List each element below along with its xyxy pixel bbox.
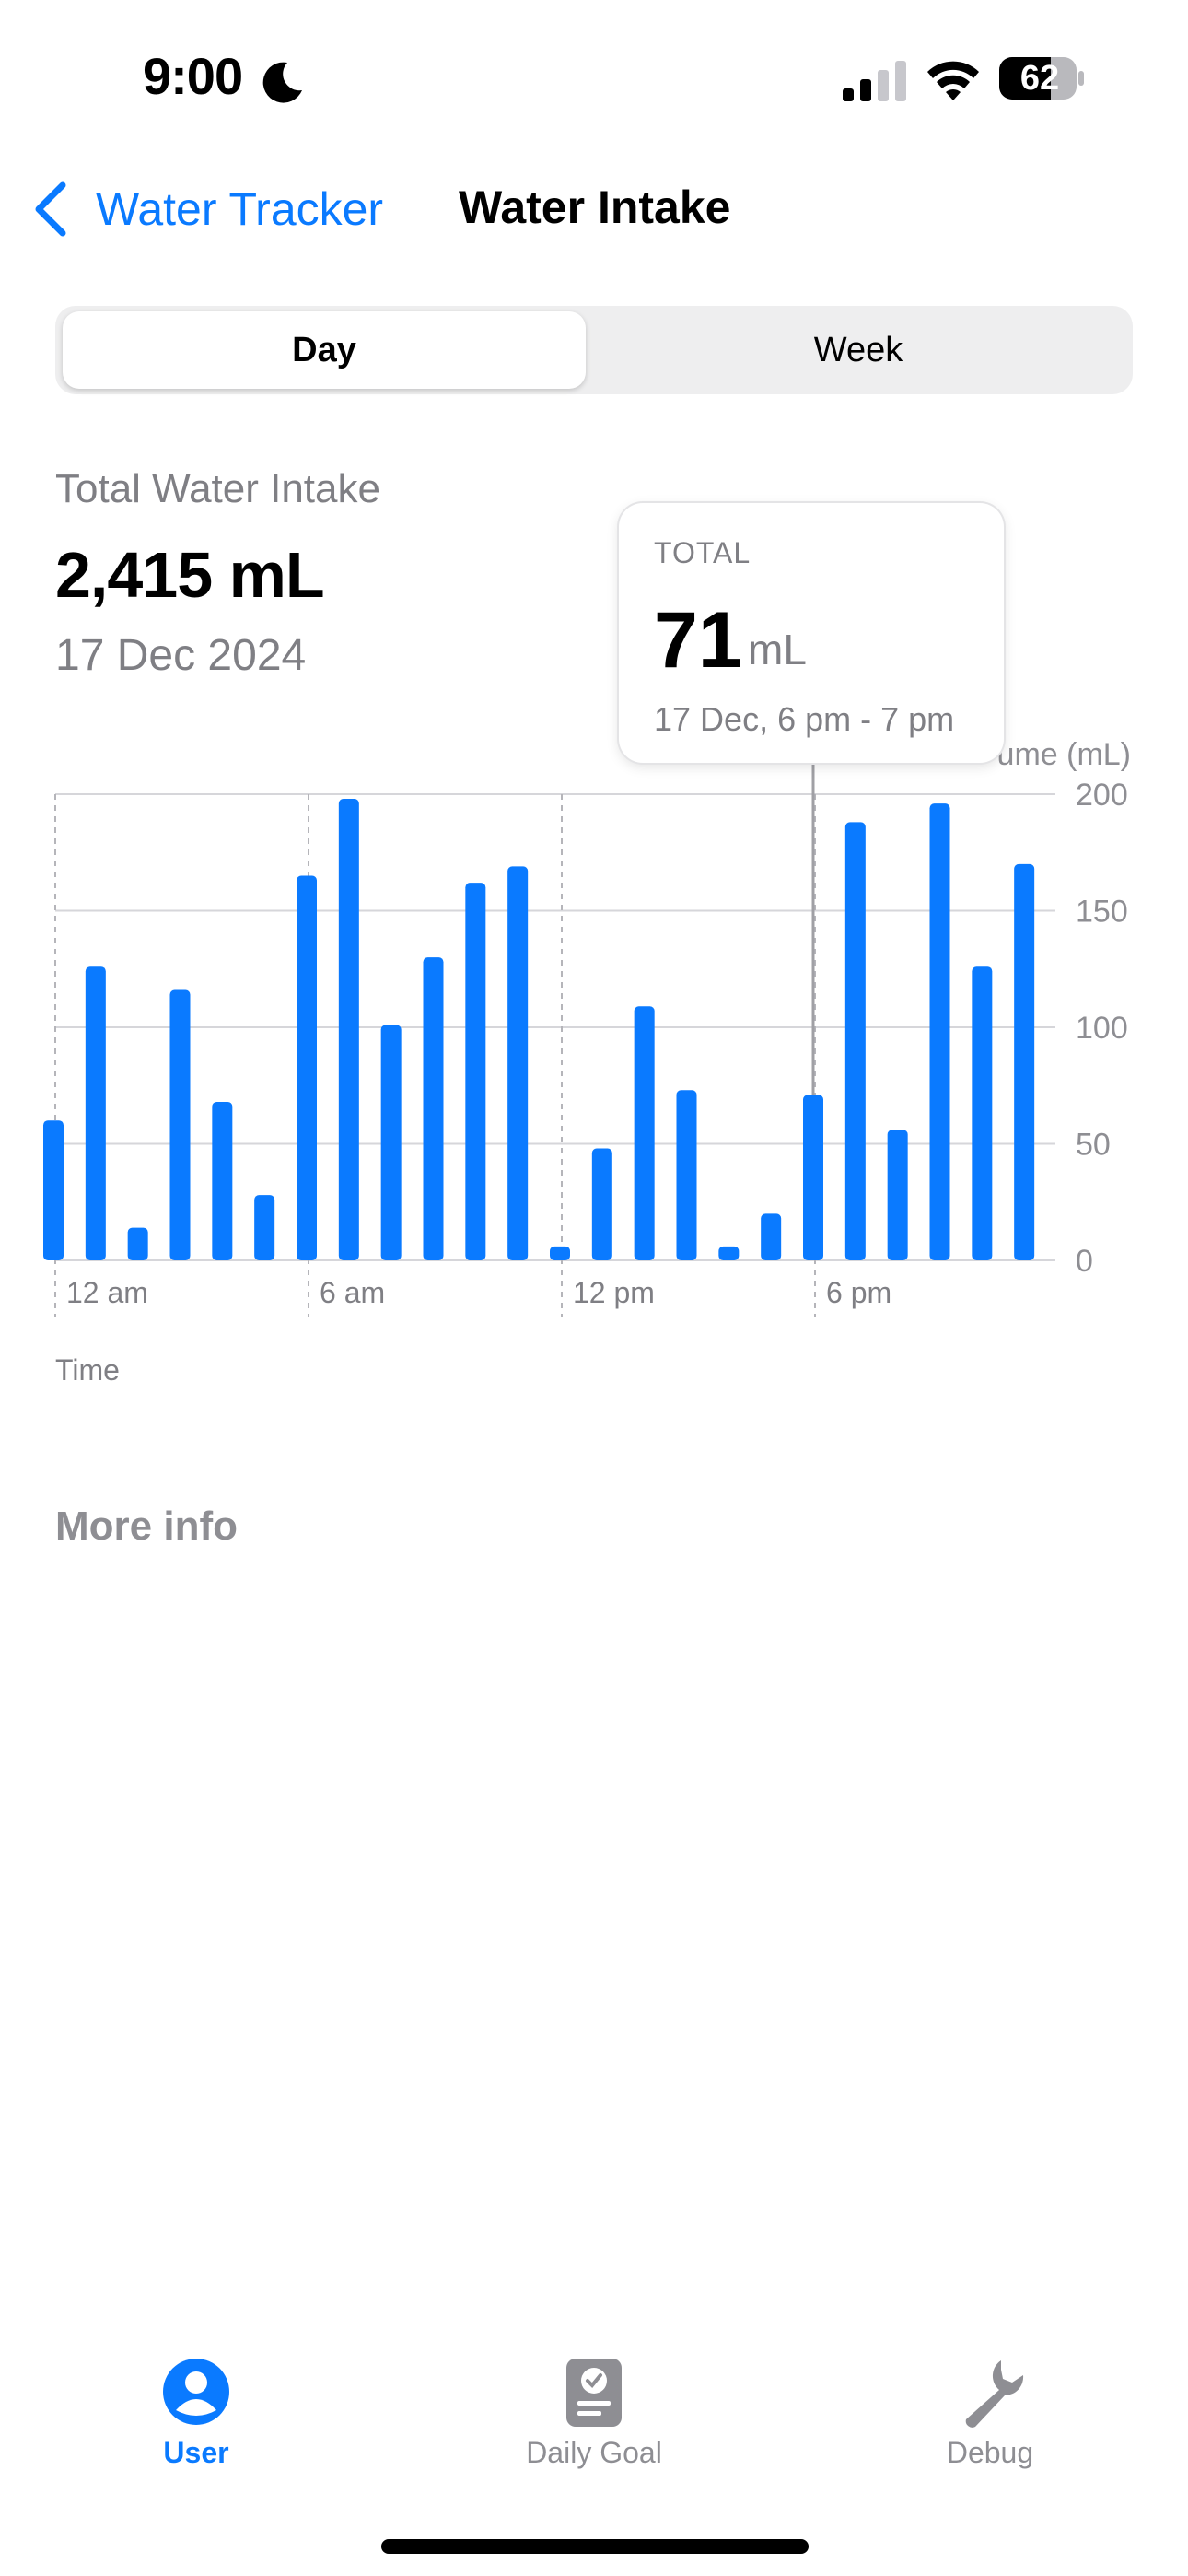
clipboard-check-icon <box>566 2359 622 2427</box>
y-tick-label: 150 <box>1076 895 1128 930</box>
status-time: 9:00 <box>143 47 243 105</box>
chart-bar <box>423 957 444 1260</box>
chart-tooltip: TOTAL 71 mL 17 Dec, 6 pm - 7 pm <box>619 503 1004 763</box>
chart-bar <box>929 803 950 1260</box>
chart-bar <box>127 1227 148 1260</box>
chart-bar <box>507 866 529 1260</box>
chart-bar <box>380 1025 402 1260</box>
home-indicator <box>381 2539 809 2554</box>
chart-bar <box>844 822 866 1260</box>
back-button[interactable]: Water Tracker <box>31 177 383 241</box>
tab-debug-label: Debug <box>946 2436 1034 2469</box>
tooltip-value: 71 <box>654 596 742 685</box>
tab-daily-goal[interactable]: Daily Goal <box>456 2355 732 2470</box>
chart-bar <box>718 1246 740 1260</box>
wrench-icon <box>965 2360 1024 2428</box>
chart-bar <box>761 1213 782 1260</box>
y-axis-title: ume (mL) <box>997 737 1131 772</box>
tooltip-label: TOTAL <box>654 536 751 569</box>
chart-bar <box>169 989 191 1260</box>
chart-bar <box>887 1130 908 1260</box>
y-tick-label: 100 <box>1076 1011 1128 1046</box>
chart-bar <box>212 1101 233 1260</box>
segment-day[interactable]: Day <box>63 311 586 389</box>
tooltip-range: 17 Dec, 6 pm - 7 pm <box>654 700 955 738</box>
more-info-heading: More info <box>55 1504 238 1549</box>
chart-bar <box>297 875 317 1260</box>
chart-bar <box>338 799 359 1260</box>
chart-bar <box>550 1246 570 1260</box>
chart-bar <box>591 1148 612 1260</box>
chart-bar <box>676 1090 697 1260</box>
chart-bar <box>1014 863 1035 1260</box>
page-title: Water Intake <box>459 181 731 233</box>
chart-bar <box>465 883 486 1260</box>
summary-date: 17 Dec 2024 <box>55 631 307 680</box>
chart-bar <box>254 1195 275 1260</box>
y-tick-label: 50 <box>1076 1128 1111 1163</box>
battery-level: 62 <box>1019 59 1060 98</box>
summary-label: Total Water Intake <box>55 466 380 511</box>
signal-icon <box>843 61 906 101</box>
chart-bar <box>85 966 106 1260</box>
x-tick-label: 12 pm <box>573 1276 655 1309</box>
tab-debug[interactable]: Debug <box>852 2355 1128 2470</box>
chevron-left-icon <box>35 181 66 237</box>
x-tick-label: 6 pm <box>826 1276 891 1309</box>
back-label: Water Tracker <box>96 183 384 235</box>
tab-daily-goal-label: Daily Goal <box>526 2436 662 2469</box>
segment-week[interactable]: Week <box>813 330 903 369</box>
y-tick-label: 0 <box>1076 1244 1093 1279</box>
summary-value: 2,415 mL <box>55 539 325 611</box>
chart-bar <box>43 1120 64 1260</box>
chart-bar <box>972 966 993 1260</box>
tab-user[interactable]: User <box>58 2355 334 2470</box>
x-tick-label: 12 am <box>66 1276 148 1309</box>
y-tick-label: 200 <box>1076 778 1128 813</box>
wifi-icon <box>927 61 979 100</box>
battery-icon <box>999 57 1084 100</box>
x-tick-label: 6 am <box>320 1276 385 1309</box>
chart-bar <box>803 1095 823 1260</box>
moon-icon <box>262 62 302 103</box>
water-intake-chart[interactable]: 0 50 100 150 200 ume (mL) 12 am 6 am 12 pm 6 pm Ti… <box>0 719 1188 1400</box>
tooltip-unit: mL <box>748 626 807 673</box>
tab-user-label: User <box>163 2436 229 2469</box>
chart-bar <box>634 1006 655 1260</box>
person-circle-icon <box>163 2359 229 2425</box>
x-axis-title: Time <box>55 1353 120 1387</box>
